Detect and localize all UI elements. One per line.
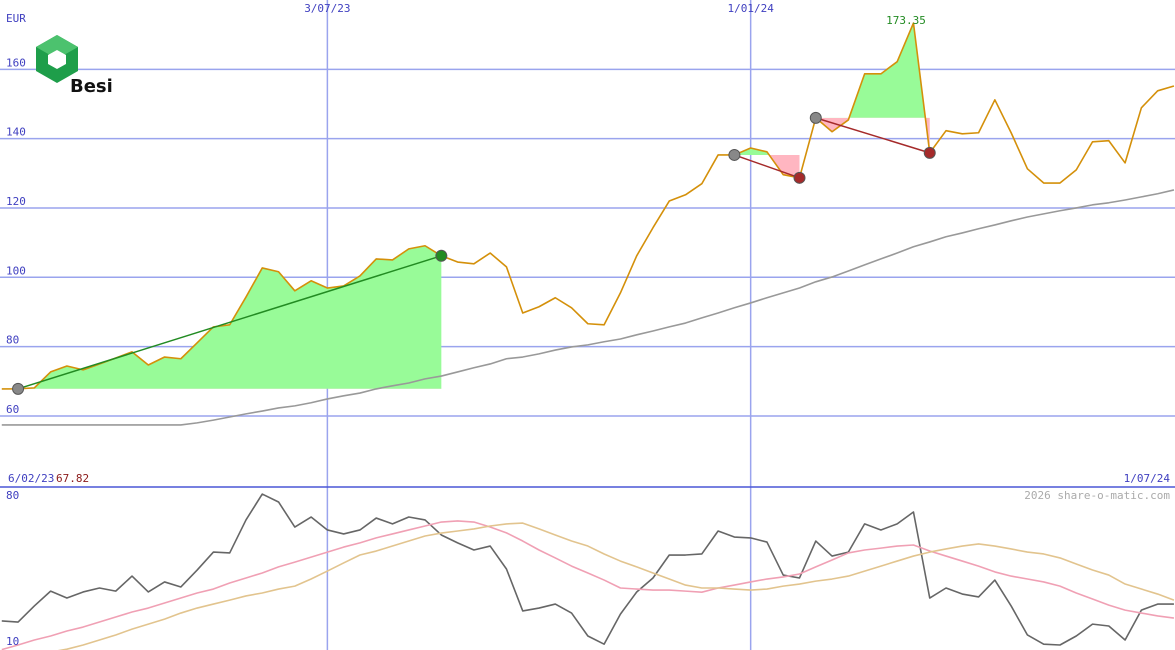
y-tick-label: 80 xyxy=(6,489,19,502)
trend-end xyxy=(923,146,936,159)
y-tick-label: 80 xyxy=(6,334,19,347)
trend-start xyxy=(728,148,741,161)
y-tick-label: 140 xyxy=(6,126,26,139)
average-line xyxy=(1,520,1175,650)
watermark: 2026 share-o-matic.com xyxy=(1024,489,1170,502)
x-tick-label: 3/07/23 xyxy=(304,2,350,15)
y-tick-label: 100 xyxy=(6,264,26,277)
trend-line xyxy=(815,117,930,154)
y-tick-label: 10 xyxy=(6,635,19,648)
start-price: 67.82 xyxy=(56,472,89,485)
price-line xyxy=(1,22,1175,390)
trend-end xyxy=(793,171,806,184)
trend-end xyxy=(435,249,448,262)
range-start: 6/02/23 xyxy=(8,472,54,485)
gain-area xyxy=(18,245,442,389)
average-line xyxy=(1,189,1175,426)
indicator-panel xyxy=(1,493,1175,650)
trend-start xyxy=(12,382,25,395)
y-tick-label: 160 xyxy=(6,56,26,69)
y-tick-label: 120 xyxy=(6,195,26,208)
x-tick-label: 1/01/24 xyxy=(727,2,774,15)
average-line xyxy=(57,522,1175,650)
gain-area xyxy=(815,23,930,118)
y-tick-label: 60 xyxy=(6,403,19,416)
logo-text: Besi xyxy=(70,76,113,97)
y-axis-unit: EUR xyxy=(6,12,26,25)
logo-icon-top xyxy=(36,35,78,59)
trend-line xyxy=(734,154,800,179)
logo-icon-core xyxy=(48,50,66,69)
trend-start xyxy=(809,111,822,124)
range-end: 1/07/24 xyxy=(1124,472,1171,485)
price-panel xyxy=(1,22,1175,426)
peak-price: 173.35 xyxy=(886,14,926,27)
gain-area xyxy=(734,148,800,155)
logo: Besi xyxy=(36,35,113,97)
trend-line xyxy=(17,255,442,390)
series-line xyxy=(1,493,1174,646)
